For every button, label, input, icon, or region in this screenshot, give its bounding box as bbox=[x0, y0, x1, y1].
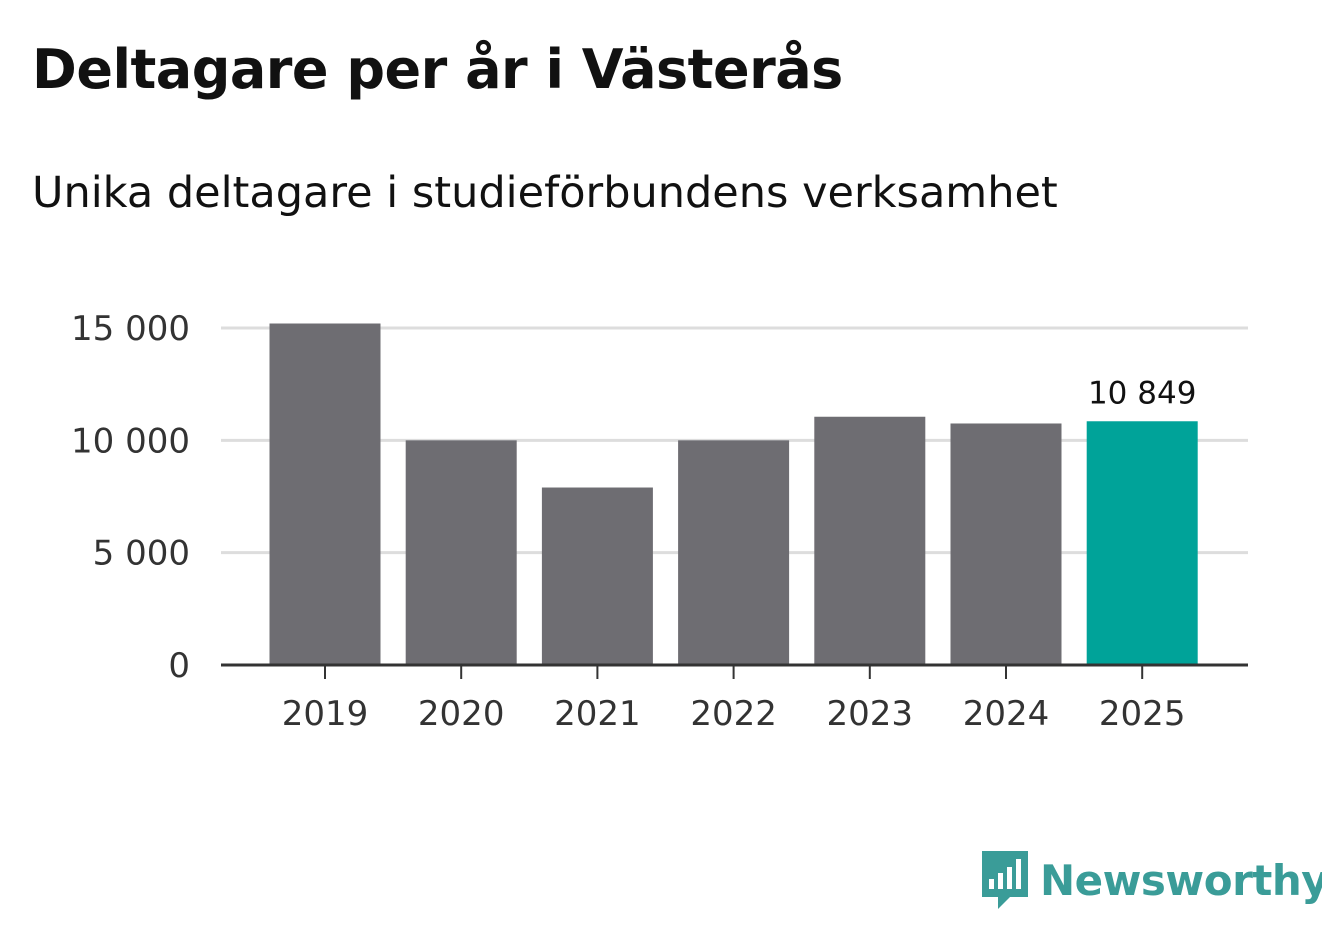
bar-2022 bbox=[678, 440, 790, 665]
bar-2025 bbox=[1086, 421, 1198, 665]
chart-subtitle: Unika deltagare i studieförbundens verks… bbox=[32, 168, 1058, 218]
x-tick-label: 2025 bbox=[1099, 694, 1186, 734]
chart-title: Deltagare per år i Västerås bbox=[32, 38, 843, 101]
x-tick-label: 2022 bbox=[690, 694, 777, 734]
y-tick-label: 0 bbox=[168, 646, 190, 686]
x-tick-label: 2019 bbox=[282, 694, 369, 734]
y-tick-label: 15 000 bbox=[71, 309, 190, 349]
newsworthy-logo-icon bbox=[982, 851, 1028, 909]
bar-2024 bbox=[950, 423, 1062, 665]
brand-name: Newsworthy bbox=[1040, 855, 1322, 905]
x-tick-label: 2024 bbox=[963, 694, 1050, 734]
bar-2020 bbox=[405, 440, 517, 665]
bar-2019 bbox=[269, 323, 381, 665]
x-tick-label: 2023 bbox=[827, 694, 914, 734]
bar-2023 bbox=[814, 416, 926, 665]
brand-logo: Newsworthy bbox=[980, 848, 1322, 912]
data-label: 10 849 bbox=[1088, 375, 1196, 411]
bar-2021 bbox=[541, 487, 653, 665]
x-tick-label: 2020 bbox=[418, 694, 505, 734]
x-tick-label: 2021 bbox=[554, 694, 641, 734]
y-tick-label: 5 000 bbox=[93, 534, 190, 574]
y-tick-label: 10 000 bbox=[71, 421, 190, 461]
